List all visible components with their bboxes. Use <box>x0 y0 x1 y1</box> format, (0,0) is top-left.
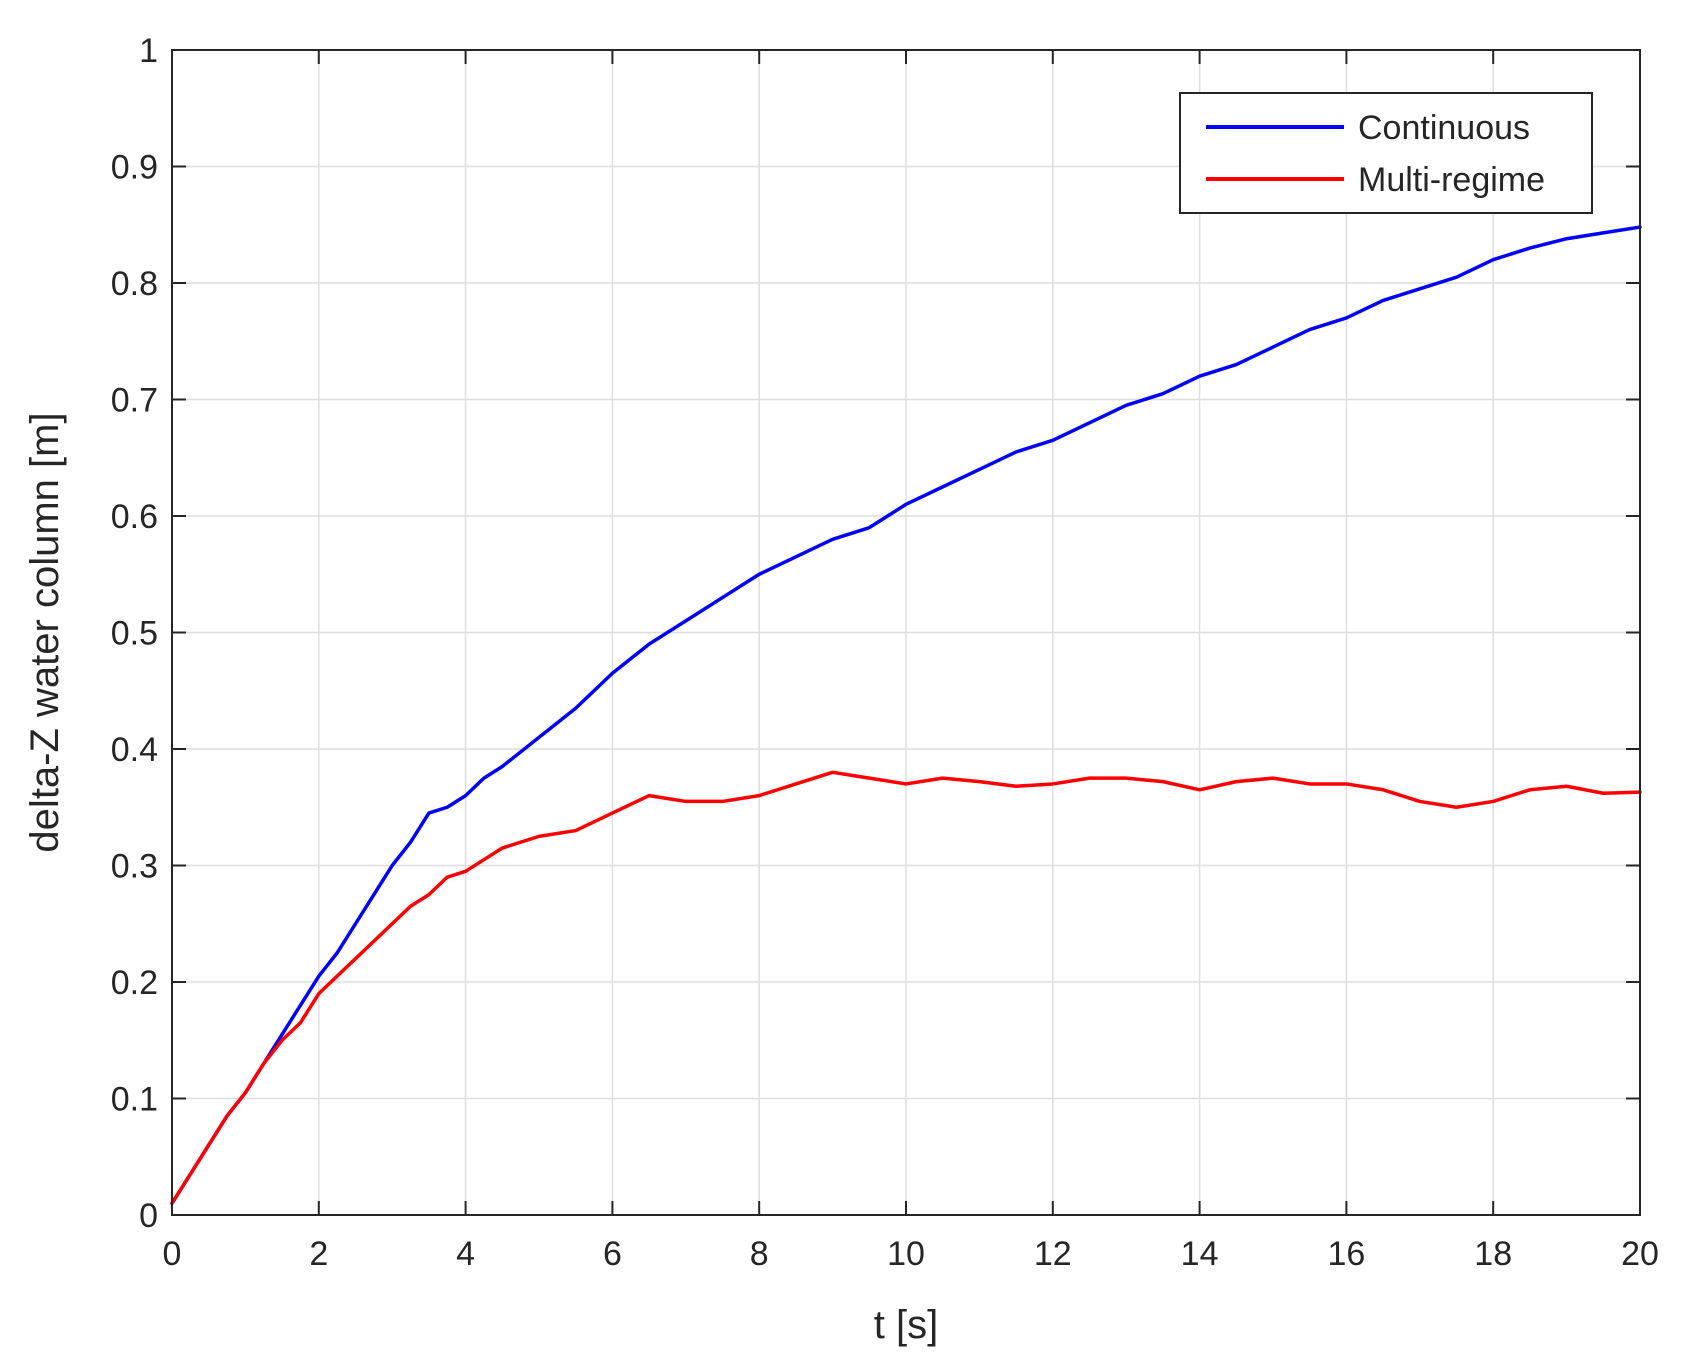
x-tick-label: 4 <box>456 1235 475 1273</box>
x-tick-label: 10 <box>887 1235 925 1273</box>
y-tick-label: 0.1 <box>111 1081 158 1119</box>
y-tick-label: 0.2 <box>111 964 158 1002</box>
legend-label-multi-regime: Multi-regime <box>1358 161 1545 199</box>
series-line-continuous <box>170 225 1642 1206</box>
x-tick-label: 18 <box>1474 1235 1512 1273</box>
y-tick-label: 0.3 <box>111 848 158 886</box>
x-tick-label: 12 <box>1034 1235 1072 1273</box>
y-axis-title: delta-Z water column [m] <box>23 412 67 852</box>
y-tick-labels: 0 0.1 0.2 0.3 0.4 0.5 0.6 0.7 0.8 0.9 1 <box>111 32 158 1235</box>
y-tick-label: 0.9 <box>111 149 158 187</box>
y-tick-label: 0.8 <box>111 265 158 303</box>
x-tick-labels: 0 2 4 6 8 10 12 14 16 18 20 <box>163 1235 1659 1273</box>
x-tick-label: 0 <box>163 1235 182 1273</box>
y-tick-label: 0.4 <box>111 731 158 769</box>
y-tick-label: 0 <box>139 1197 158 1235</box>
axis-ticks <box>171 49 1641 1216</box>
x-tick-label: 2 <box>309 1235 328 1273</box>
x-tick-label: 14 <box>1181 1235 1219 1273</box>
series-lines <box>170 225 1642 1206</box>
x-tick-label: 16 <box>1327 1235 1365 1273</box>
x-tick-label: 8 <box>750 1235 769 1273</box>
y-tick-label: 0.5 <box>111 615 158 653</box>
y-tick-label: 0.6 <box>111 498 158 536</box>
x-axis-title: t [s] <box>874 1303 938 1347</box>
y-tick-label: 0.7 <box>111 382 158 420</box>
y-tick-label: 1 <box>139 32 158 70</box>
legend-box <box>1179 92 1593 214</box>
legend-label-continuous: Continuous <box>1358 109 1530 147</box>
legend: Continuous Multi-regime <box>1179 92 1593 214</box>
x-tick-label: 20 <box>1621 1235 1659 1273</box>
x-tick-label: 6 <box>603 1235 622 1273</box>
series-line-multi-regime <box>170 770 1642 1206</box>
